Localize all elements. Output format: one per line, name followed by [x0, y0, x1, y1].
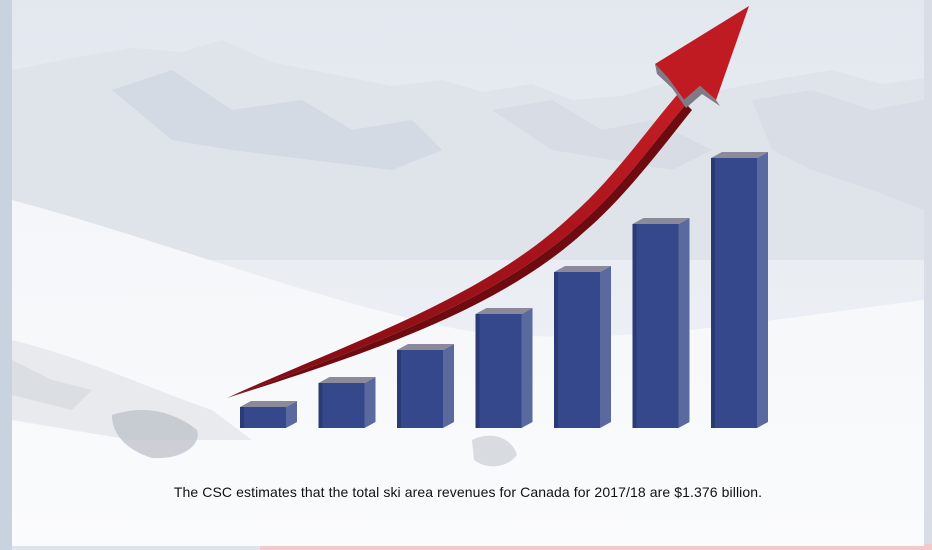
arrow-head	[655, 6, 749, 100]
bar-edge-shade	[711, 158, 715, 428]
bar-front	[240, 407, 286, 428]
mountain-background	[12, 0, 924, 546]
bar-front	[475, 314, 522, 428]
rock-outcrop	[112, 410, 198, 459]
bar-2	[318, 377, 376, 428]
snow-slopes	[12, 200, 924, 546]
bar-side	[757, 152, 768, 428]
bar-side	[600, 266, 611, 428]
bar-edge-shade	[240, 407, 244, 428]
bar-side	[443, 344, 454, 428]
bar-edge-shade	[397, 350, 401, 428]
bar-series	[240, 152, 768, 428]
bar-edge-shade	[632, 224, 637, 428]
bar-side	[286, 401, 297, 428]
bar-top	[632, 218, 690, 224]
bar-side	[364, 377, 376, 428]
bar-top	[240, 401, 297, 407]
bar-top	[475, 308, 533, 314]
ski-chart-scene	[12, 0, 924, 546]
bar-edge-shade	[318, 383, 323, 428]
bar-1	[240, 401, 297, 428]
bar-top	[318, 377, 376, 383]
bar-top	[397, 344, 454, 350]
bar-edge-shade	[554, 272, 558, 428]
bar-front	[711, 158, 757, 428]
bar-front	[554, 272, 600, 428]
trend-arrow	[227, 6, 749, 398]
caption-text: The CSC estimates that the total ski are…	[173, 484, 763, 500]
bar-edge-shade	[475, 314, 480, 428]
mountain-shadows	[112, 70, 442, 170]
bar-side	[678, 218, 690, 428]
bar-6	[632, 218, 690, 428]
right-frame-border	[924, 0, 932, 550]
bar-front	[318, 383, 365, 428]
bar-top	[711, 152, 768, 158]
bar-top	[554, 266, 611, 272]
bar-side	[521, 308, 533, 428]
bar-4	[475, 308, 533, 428]
bottom-frame-border	[260, 544, 932, 550]
bar-3	[397, 344, 454, 428]
arrow-head-bevel	[655, 64, 720, 108]
left-frame-border	[0, 0, 12, 550]
bar-5	[554, 266, 611, 428]
bar-7	[711, 152, 768, 428]
bar-front	[632, 224, 679, 428]
bar-front	[397, 350, 443, 428]
